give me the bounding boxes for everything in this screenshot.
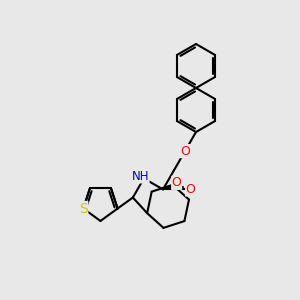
Text: O: O	[180, 145, 190, 158]
Text: NH: NH	[131, 170, 149, 183]
Text: O: O	[172, 176, 182, 189]
Text: S: S	[79, 202, 88, 215]
Text: O: O	[186, 183, 195, 196]
